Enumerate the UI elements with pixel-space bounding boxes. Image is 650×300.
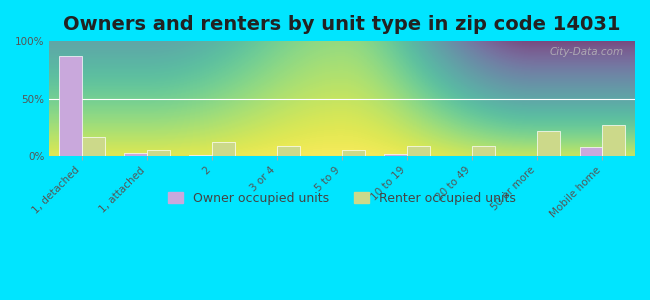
Bar <box>82 136 105 156</box>
Bar <box>212 142 235 156</box>
Bar <box>277 146 300 156</box>
Title: Owners and renters by unit type in zip code 14031: Owners and renters by unit type in zip c… <box>64 15 621 34</box>
Bar <box>408 146 430 156</box>
Bar <box>473 146 495 156</box>
Bar <box>580 147 603 156</box>
Bar <box>189 155 212 156</box>
Bar <box>124 153 147 156</box>
Text: City-Data.com: City-Data.com <box>549 47 623 57</box>
Bar <box>147 150 170 156</box>
Bar <box>59 56 82 156</box>
Bar <box>385 154 408 156</box>
Bar <box>538 131 560 156</box>
Bar <box>603 125 625 156</box>
Legend: Owner occupied units, Renter occupied units: Owner occupied units, Renter occupied un… <box>163 187 521 210</box>
Bar <box>342 150 365 156</box>
